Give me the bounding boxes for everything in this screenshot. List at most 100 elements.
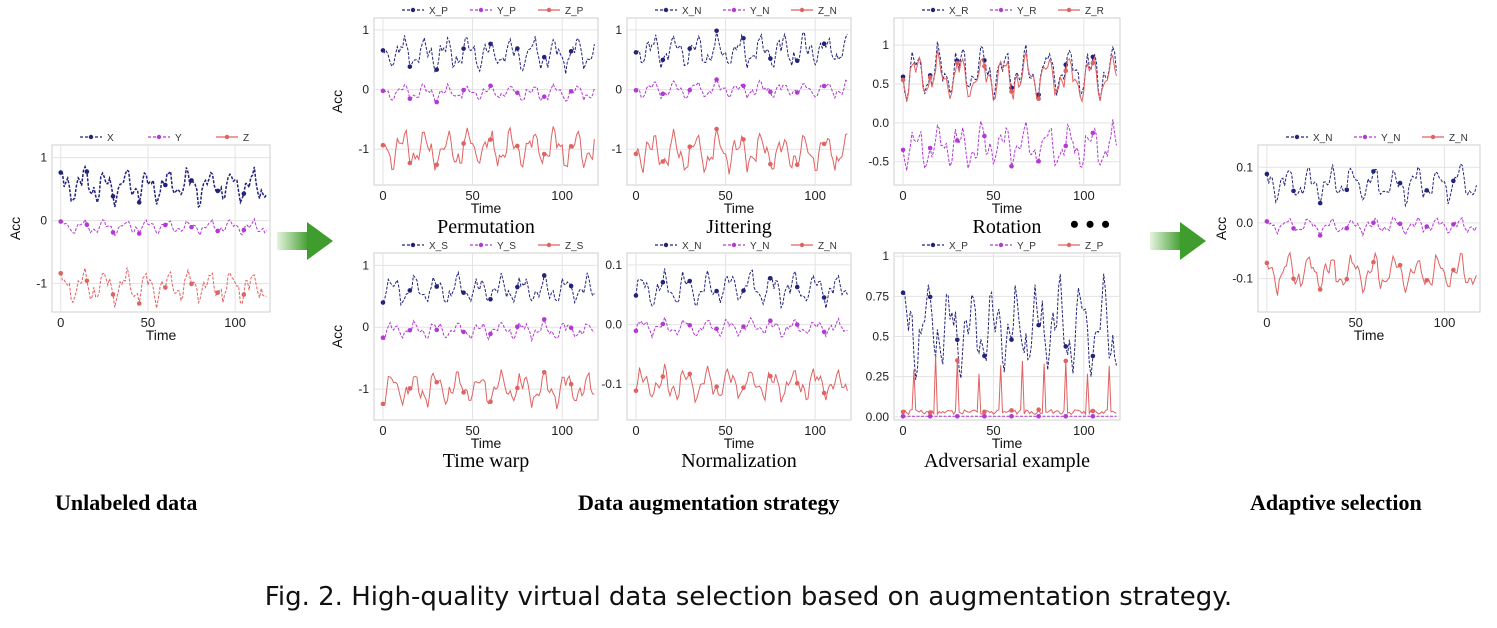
chart-title: Time warp (443, 450, 529, 472)
plot-area (51, 144, 271, 313)
series-line-x-n (1266, 163, 1477, 208)
series-point (1264, 171, 1270, 177)
series-point (927, 410, 933, 415)
series-point (1063, 344, 1069, 349)
series-point (821, 83, 827, 89)
series-point (461, 390, 466, 395)
legend-marker (998, 7, 1004, 13)
y-tick-label: -1 (611, 142, 622, 156)
series-line-x-n (635, 268, 848, 310)
series-point (215, 188, 220, 194)
series-point (215, 228, 220, 234)
series-point (768, 161, 773, 167)
legend-marker (663, 7, 669, 13)
series-point (1317, 287, 1323, 292)
chart-adaptive: 0.1 0.0 -0.1 0 50 100 Time Acc X_N Y_N Z_N (1213, 133, 1481, 343)
series-point (1090, 130, 1096, 136)
series-point (515, 324, 520, 330)
series-point (1397, 221, 1403, 227)
x-tick-label: 50 (718, 188, 732, 203)
chart-adversarial: 1 0.75 0.5 0.25 0.00 0 50 100 Time X_P Y_P Z_P Adver… (866, 241, 1121, 472)
series-point (1291, 226, 1296, 231)
x-tick-label: 0 (1263, 315, 1270, 330)
series-point (515, 143, 520, 149)
y-tick-label: 0.75 (866, 289, 890, 303)
x-tick-label: 100 (1073, 188, 1095, 203)
series-line-z-n (635, 363, 848, 404)
x-axis-label: Time (992, 200, 1023, 216)
series-point (488, 331, 493, 337)
x-tick-label: 0 (632, 188, 639, 203)
chart-rotation: 1 0.5 0.0 -0.5 0 50 100 Time X_R Y_R Z_R Rotation (868, 6, 1121, 238)
x-tick-label: 100 (551, 188, 573, 203)
series-point (1036, 407, 1041, 412)
series-point (110, 230, 116, 235)
series-point (434, 327, 440, 333)
series-point (1009, 163, 1014, 169)
series-point (488, 296, 493, 302)
series-line-z-s (382, 369, 595, 410)
legend-marker (731, 242, 737, 248)
x-tick-label: 0 (899, 188, 906, 203)
series-point (660, 279, 666, 285)
series-point (1397, 262, 1403, 268)
series-point (1424, 224, 1430, 229)
series-point (741, 35, 746, 41)
series-point (1063, 414, 1069, 419)
series-point (900, 290, 906, 296)
series-point (633, 88, 639, 93)
series-point (660, 91, 666, 97)
y-tick-label: 0.00 (866, 410, 890, 424)
legend-label: X_S (429, 241, 448, 252)
chart-normalization: 0.1 0.0 -0.1 0 50 100 Time X_N Y_N Z_N Normalizati… (601, 241, 852, 472)
series-point (1090, 408, 1096, 414)
x-tick-label: 100 (804, 423, 826, 438)
legend-label: Y (175, 133, 182, 144)
series-point (982, 353, 987, 359)
y-tick-label: 0.25 (866, 370, 890, 384)
legend-label: X_N (682, 6, 701, 17)
series-point (434, 162, 440, 168)
series-point (163, 182, 168, 188)
series-point (633, 50, 639, 55)
series-point (58, 170, 64, 175)
series-line-z-n (635, 128, 848, 175)
series-point (189, 224, 194, 230)
series-point (488, 41, 493, 47)
legend-label: Z_P (1085, 241, 1104, 252)
legend-marker (478, 7, 484, 13)
x-tick-label: 50 (465, 188, 479, 203)
x-axis-label: Time (992, 435, 1023, 451)
series-line-x-s (382, 270, 595, 307)
series-point (189, 281, 194, 287)
x-tick-label: 0 (632, 423, 639, 438)
series-point (1344, 225, 1350, 231)
series-point (687, 144, 693, 150)
series-point (1424, 188, 1430, 193)
series-point (1397, 180, 1403, 186)
plot-area (626, 17, 852, 186)
legend-marker (663, 242, 669, 248)
y-axis-label: Acc (329, 325, 345, 348)
series-point (687, 87, 693, 93)
y-tick-label: 0.0 (605, 318, 622, 332)
series-point (461, 290, 466, 295)
x-axis-label: Time (471, 435, 502, 451)
series-point (1009, 337, 1014, 342)
y-tick-label: 0.0 (872, 116, 889, 130)
series-point (461, 329, 466, 335)
series-point (687, 322, 693, 328)
legend-label: Y_P (497, 6, 516, 17)
legend-label: Z_N (1449, 133, 1468, 144)
series-point (741, 83, 746, 89)
series-point (407, 96, 413, 102)
series-point (821, 141, 827, 147)
series-point (84, 222, 90, 228)
series-point (568, 49, 574, 54)
series-point (954, 138, 960, 143)
series-point (821, 329, 827, 335)
series-point (1009, 414, 1014, 419)
chart-title: Jittering (706, 216, 772, 238)
series-point (982, 63, 987, 69)
